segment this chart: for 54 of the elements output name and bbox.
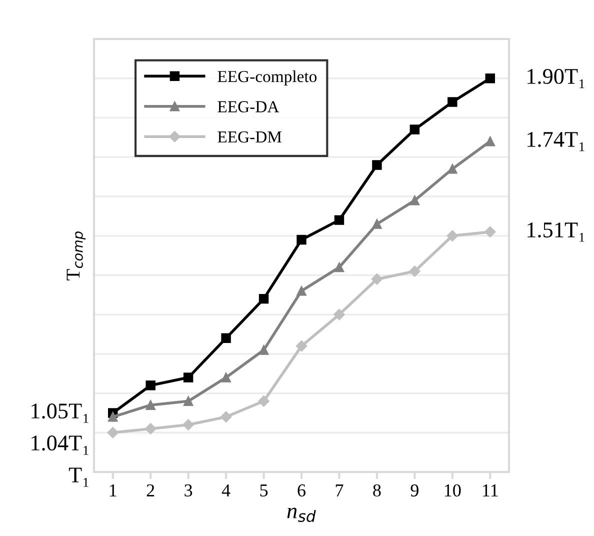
point bbox=[372, 219, 382, 229]
point bbox=[296, 340, 308, 352]
annotation: 1.51T₁ bbox=[528, 222, 584, 242]
point bbox=[221, 372, 231, 382]
x-tick-label: 8 bbox=[373, 484, 381, 497]
point bbox=[334, 262, 344, 272]
point bbox=[410, 124, 420, 134]
legend-label: EEG-DM bbox=[218, 131, 282, 143]
point bbox=[258, 294, 269, 304]
point bbox=[220, 411, 232, 422]
point bbox=[108, 412, 118, 422]
point bbox=[258, 345, 269, 355]
point bbox=[183, 396, 194, 406]
point bbox=[448, 164, 458, 174]
point bbox=[371, 274, 383, 285]
annotation: 1.04T₁ bbox=[32, 436, 88, 455]
point bbox=[485, 74, 495, 84]
point bbox=[183, 372, 194, 382]
point bbox=[334, 308, 345, 320]
x-tick-label: 10 bbox=[444, 484, 461, 497]
x-tick-label: 7 bbox=[336, 484, 344, 496]
point bbox=[446, 230, 458, 242]
point bbox=[296, 234, 306, 245]
annotation: 1.74T₁ bbox=[528, 132, 584, 152]
point bbox=[334, 215, 344, 225]
x-tick-label: 3 bbox=[184, 484, 192, 497]
x-tick-label: 9 bbox=[410, 484, 418, 497]
point bbox=[221, 333, 231, 344]
annotation: T₁ bbox=[68, 468, 88, 487]
x-tick-label: 4 bbox=[222, 484, 230, 496]
point bbox=[258, 396, 270, 407]
x-tick-label: 1 bbox=[110, 484, 116, 496]
point bbox=[410, 196, 420, 206]
point bbox=[484, 226, 496, 238]
x-tick-label: 6 bbox=[298, 484, 306, 497]
x-tick-label: 11 bbox=[483, 484, 498, 496]
point bbox=[146, 400, 156, 410]
point bbox=[146, 380, 156, 390]
point bbox=[107, 427, 118, 438]
annotation: 1.05T₁ bbox=[32, 404, 88, 423]
point bbox=[409, 266, 420, 277]
legend-label: EEG-DA bbox=[218, 101, 280, 112]
annotation: 1.90T₁ bbox=[528, 68, 584, 88]
x-axis-title: n$_{sd}$ bbox=[287, 508, 316, 522]
x-tick-label: 5 bbox=[260, 484, 268, 497]
y-axis-title: T$_{comp}$ bbox=[66, 232, 86, 280]
point bbox=[296, 286, 306, 296]
point bbox=[144, 423, 156, 434]
point bbox=[372, 160, 382, 170]
x-tick-label: 2 bbox=[146, 484, 154, 496]
point bbox=[485, 136, 495, 146]
point bbox=[448, 97, 458, 107]
point bbox=[182, 419, 194, 430]
legend-label: EEG-completo bbox=[218, 70, 317, 86]
